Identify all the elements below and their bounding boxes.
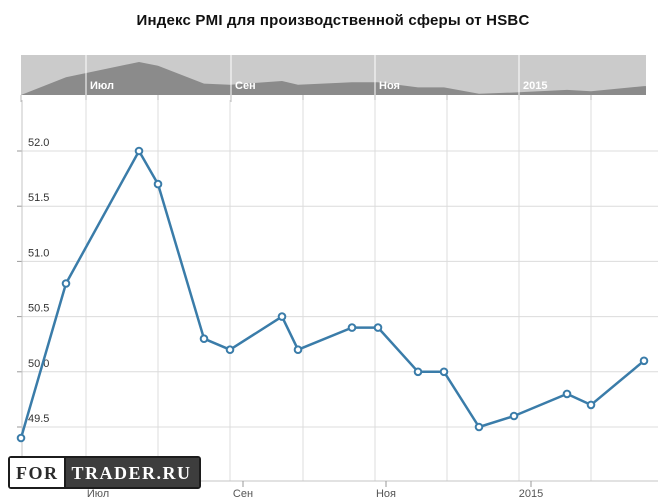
data-point-marker[interactable]	[562, 389, 572, 399]
data-point-marker[interactable]	[293, 345, 303, 355]
y-axis-label: 50.5	[28, 303, 49, 315]
data-point-marker[interactable]	[373, 323, 383, 332]
data-point-marker[interactable]	[413, 367, 423, 377]
data-point-marker[interactable]	[347, 323, 357, 332]
data-point-marker[interactable]	[199, 334, 209, 344]
navigator-month-label: Июл	[90, 80, 114, 92]
data-point-marker[interactable]	[509, 411, 519, 421]
y-axis-label: 52.0	[28, 137, 49, 149]
x-axis-label: Сен	[233, 488, 253, 500]
y-axis-label: 51.0	[28, 247, 49, 259]
watermark-for-text: FOR	[10, 458, 64, 487]
x-axis-label: Ноя	[376, 488, 396, 500]
watermark-trader-text: TRADER.RU	[63, 458, 199, 487]
y-axis-label: 51.5	[28, 192, 49, 204]
data-point-marker[interactable]	[439, 367, 449, 377]
data-point-marker[interactable]	[61, 279, 71, 288]
pmi-series-line	[19, 149, 646, 440]
data-point-marker[interactable]	[134, 146, 144, 156]
navigator-area	[21, 62, 646, 95]
navigator-month-label: Ноя	[379, 80, 400, 92]
data-point-marker[interactable]	[16, 433, 26, 443]
x-axis-label: 2015	[519, 488, 543, 500]
chart-title: Индекс PMI для производственной сферы от…	[136, 12, 530, 29]
navigator-month-label: Сен	[235, 80, 256, 92]
navigator-month-label: 2015	[523, 80, 547, 92]
fortrader-watermark: FOR TRADER.RU	[8, 456, 201, 489]
y-axis-label: 49.5	[28, 413, 49, 425]
data-point-marker[interactable]	[586, 400, 596, 410]
data-point-marker[interactable]	[153, 179, 163, 189]
data-point-marker[interactable]	[639, 356, 649, 366]
x-axis-label: Июл	[87, 488, 109, 500]
data-point-marker[interactable]	[225, 345, 235, 355]
data-point-marker[interactable]	[277, 312, 287, 321]
y-axis-label: 50.0	[28, 358, 49, 370]
data-point-marker[interactable]	[474, 422, 484, 432]
